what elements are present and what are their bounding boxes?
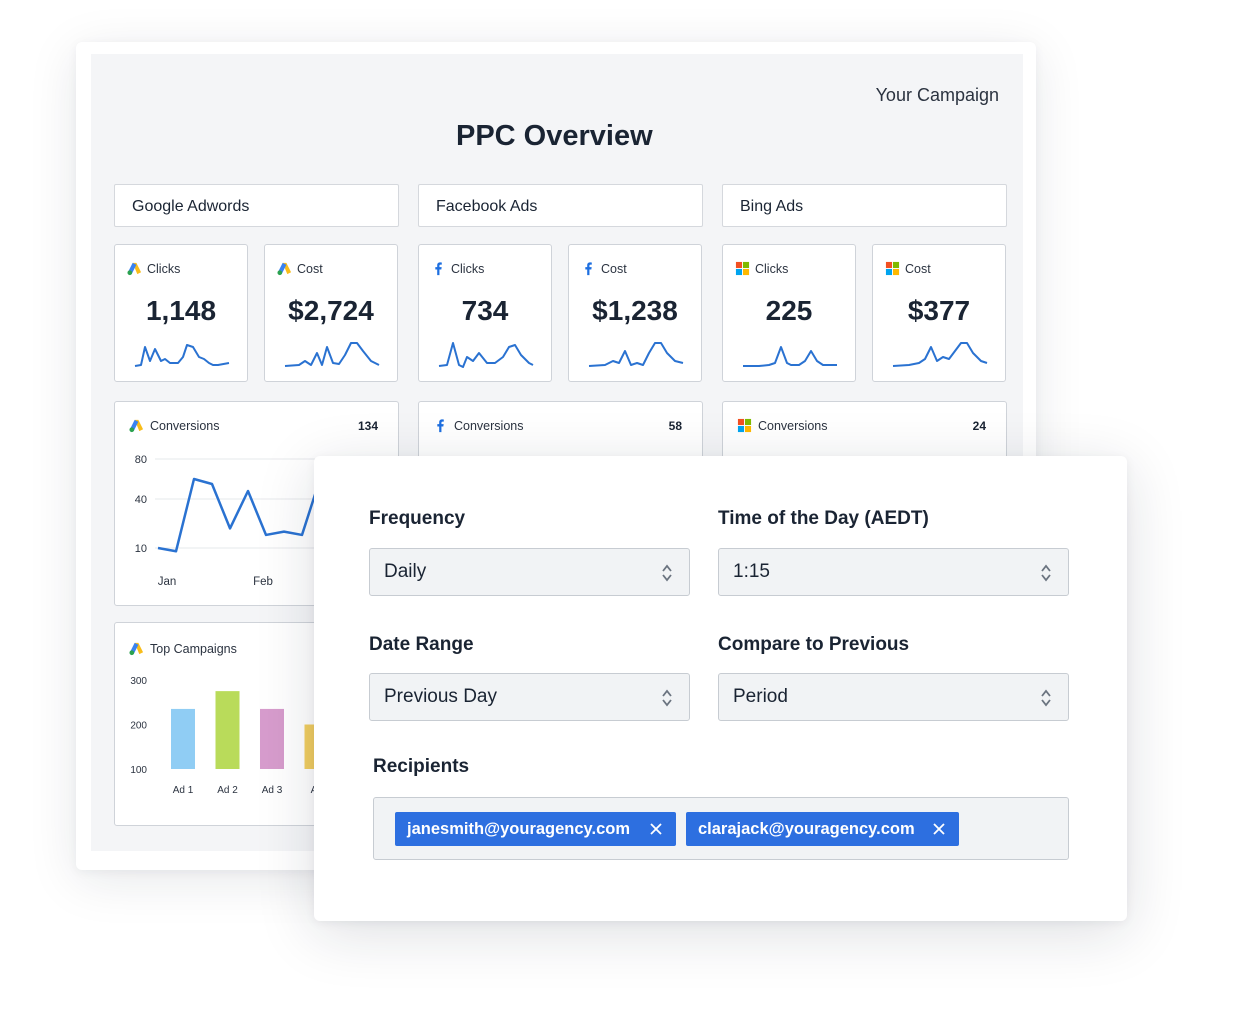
- compare-value: Period: [733, 686, 788, 707]
- metric-value: 734: [461, 295, 509, 326]
- facebook-icon: [585, 262, 592, 276]
- frequency-select[interactable]: Daily: [369, 548, 690, 596]
- x-tick-label: Jan: [158, 576, 177, 588]
- google-ads-icon: [129, 419, 144, 433]
- recipient-email: clarajack@youragency.com: [698, 820, 915, 838]
- bar: [260, 708, 284, 769]
- section-header-bing: Bing Ads: [722, 184, 1007, 227]
- date-range-select[interactable]: Previous Day: [369, 673, 690, 721]
- conversions-label: Conversions: [758, 418, 828, 433]
- conversions-total: 58: [668, 419, 682, 433]
- bar: [171, 708, 195, 769]
- conversions-label: Conversions: [150, 418, 220, 433]
- date-range-label: Date Range: [369, 634, 474, 655]
- metric-card-google-cost: Cost $2,724: [264, 244, 398, 382]
- report-settings-panel: Frequency Daily Time of the Day (AEDT) 1…: [314, 456, 1127, 921]
- x-tick-label: Ad 2: [217, 785, 238, 796]
- sparkline: [588, 342, 684, 367]
- campaign-label: Your Campaign: [875, 85, 999, 105]
- metric-label: Clicks: [451, 261, 485, 276]
- google-ads-icon: [127, 262, 142, 276]
- remove-recipient-icon[interactable]: [933, 823, 945, 835]
- metric-value: $2,724: [288, 295, 374, 326]
- microsoft-icon: [885, 261, 900, 276]
- x-tick-label: Ad 3: [262, 785, 283, 796]
- compare-label: Compare to Previous: [718, 634, 910, 655]
- metric-label: Cost: [297, 261, 323, 276]
- y-tick-label: 100: [130, 765, 147, 776]
- y-tick-label: 300: [130, 676, 147, 687]
- metric-label: Cost: [905, 261, 931, 276]
- section-header-google: Google Adwords: [114, 184, 399, 227]
- remove-recipient-icon[interactable]: [650, 823, 662, 835]
- google-ads-icon: [277, 262, 292, 276]
- top-campaigns-label: Top Campaigns: [150, 641, 237, 656]
- select-arrows-icon: [662, 689, 672, 707]
- y-tick-label: 80: [135, 454, 147, 466]
- frequency-label: Frequency: [369, 508, 466, 529]
- sparkline: [892, 342, 988, 367]
- conversions-total: 134: [357, 419, 378, 433]
- date-range-value: Previous Day: [384, 686, 497, 707]
- page-title: PPC Overview: [456, 120, 653, 152]
- y-tick-label: 40: [135, 494, 147, 506]
- x-tick-label: Feb: [253, 576, 273, 588]
- facebook-icon: [435, 262, 442, 276]
- metric-value: 225: [765, 295, 813, 326]
- recipient-chip[interactable]: janesmith@youragency.com: [395, 812, 676, 846]
- compare-select[interactable]: Period: [718, 673, 1069, 721]
- series-line: [157, 477, 339, 553]
- y-tick-label: 10: [135, 543, 147, 555]
- conversions-total: 24: [972, 419, 986, 433]
- time-of-day-label: Time of the Day (AEDT): [718, 508, 929, 529]
- recipients-label: Recipients: [373, 756, 470, 777]
- metric-card-bing-cost: Cost $377: [872, 244, 1006, 382]
- microsoft-icon: [735, 261, 750, 276]
- metric-card-facebook-cost: Cost $1,238: [568, 244, 702, 382]
- metric-card-facebook-clicks: Clicks 734: [418, 244, 552, 382]
- metric-value: 1,148: [145, 295, 217, 326]
- metric-label: Clicks: [755, 261, 789, 276]
- sparkline: [438, 342, 534, 368]
- sparkline: [743, 346, 837, 367]
- recipient-email: janesmith@youragency.com: [407, 820, 631, 838]
- recipients-input[interactable]: janesmith@youragency.com clarajack@youra…: [373, 797, 1069, 860]
- metric-label: Clicks: [147, 261, 181, 276]
- metric-card-google-clicks: Clicks 1,148: [114, 244, 248, 382]
- facebook-icon: [437, 419, 444, 433]
- select-arrows-icon: [1041, 689, 1051, 707]
- metric-value: $377: [907, 295, 971, 326]
- metric-card-bing-clicks: Clicks 225: [722, 244, 856, 382]
- y-tick-label: 200: [130, 721, 147, 732]
- time-of-day-value: 1:15: [733, 561, 770, 582]
- recipient-chip[interactable]: clarajack@youragency.com: [686, 812, 959, 846]
- sparkline: [134, 344, 230, 367]
- select-arrows-icon: [1041, 564, 1051, 582]
- metric-value: $1,238: [592, 295, 678, 326]
- frequency-value: Daily: [384, 561, 427, 582]
- x-tick-label: Ad 1: [173, 785, 194, 796]
- bar: [215, 691, 240, 769]
- sparkline: [284, 342, 380, 367]
- time-of-day-select[interactable]: 1:15: [718, 548, 1069, 596]
- google-ads-icon: [129, 642, 144, 656]
- conversions-label: Conversions: [454, 418, 524, 433]
- section-header-facebook: Facebook Ads: [418, 184, 703, 227]
- metric-label: Cost: [601, 261, 627, 276]
- microsoft-icon: [737, 418, 752, 433]
- select-arrows-icon: [662, 564, 672, 582]
